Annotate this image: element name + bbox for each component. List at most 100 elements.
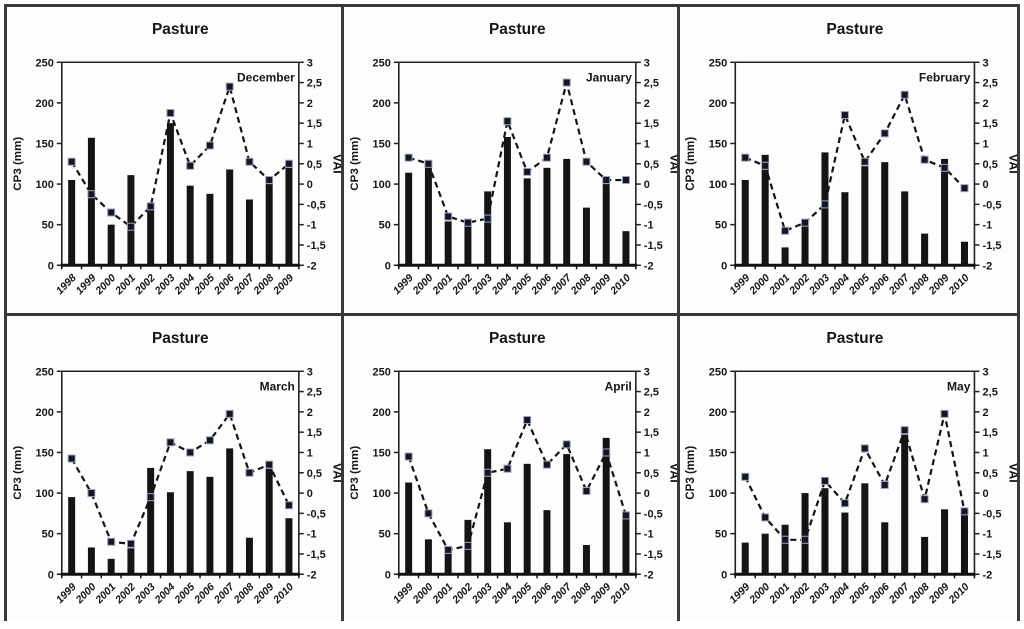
vai-marker [404,452,413,461]
vai-marker [483,214,492,223]
x-axis-year-label: 1999 [54,580,79,605]
x-axis-year-label: 2006 [866,580,892,606]
x-axis-year-label: 2002 [787,272,813,298]
right-axis-tick-label: -1,5 [983,548,1002,560]
x-axis-year-label: 2001 [93,580,119,606]
right-axis-title: VAI [1007,462,1017,482]
right-axis-tick-label: -1 [643,528,653,540]
right-axis-title: VAI [667,154,677,174]
right-axis-tick-label: 0 [983,179,989,191]
cp3-bar [424,538,432,574]
chart-panel-april: Pasture April 0 50 100 150 200 250 3 2,5 2 1,5 1 0,5 0… [343,315,681,621]
cp3-bar [285,517,293,574]
left-axis-tick-label: 50 [42,220,54,232]
left-axis-tick-label: 100 [709,488,727,500]
right-axis-tick-label: -0,5 [983,508,1002,520]
plot-frame [56,370,304,578]
cp3-bar [841,192,849,266]
right-axis-tick-label: 0,5 [643,467,658,479]
cp3-bar [941,508,949,574]
vai-marker [821,476,830,485]
x-axis-year-label: 2004 [489,272,515,298]
vai-marker [861,157,870,166]
left-axis-tick-label: 250 [709,57,727,69]
month-label: December [237,70,295,84]
left-axis-tick-label: 150 [372,138,390,150]
x-axis-year-label: 2002 [132,272,158,298]
right-axis-tick-label: 2 [307,98,313,110]
vai-marker [582,157,591,166]
vai-line [407,78,626,224]
x-axis-year-label: 2003 [469,580,495,606]
x-axis-year-label: 2005 [508,272,534,298]
left-axis-tick-label: 150 [372,447,390,459]
cp3-bar [961,513,969,574]
vai-marker [542,153,551,162]
cp3-bar [186,470,194,574]
vai-marker [443,212,452,221]
vai-marker [107,208,116,217]
vai-marker [126,222,135,231]
x-axis-year-label: 2002 [112,580,138,606]
right-axis-tick-label: -1,5 [307,240,326,252]
left-axis-title: CP3 (mm) [349,137,361,191]
x-axis-year-label: 2005 [847,272,873,298]
cp3-bar [582,207,590,266]
right-axis-tick-label: 2 [643,98,649,110]
x-axis-year-label: 2000 [747,580,773,606]
left-axis-title: CP3 (mm) [12,445,24,499]
x-axis-year-label: 2003 [807,272,833,298]
cp3-bar [901,434,909,574]
cp3-bar [424,166,432,266]
cp3-bar [127,547,135,574]
right-axis-tick-label: 0,5 [307,467,322,479]
cp3-bar [503,136,511,266]
x-axis-year-label: 2010 [270,580,296,606]
right-axis-tick-label: -2 [643,260,653,272]
x-axis-year-label: 2003 [132,580,158,606]
cp3-bar [265,468,273,574]
x-axis-year-label: 2002 [449,272,475,298]
right-axis-tick-label: -1 [983,528,993,540]
vai-marker [186,161,195,170]
cp3-bar [801,224,809,266]
vai-marker [483,468,492,477]
chart-title: Pasture [489,330,546,347]
right-axis-tick-label: 0 [983,488,989,500]
x-axis-year-label: 2008 [251,272,277,298]
vai-marker [265,460,274,469]
right-axis-tick-label: 3 [983,366,989,378]
vai-marker [881,129,890,138]
x-axis-year-label: 2009 [587,580,613,606]
vai-marker [146,202,155,211]
left-axis-tick-label: 200 [36,98,54,110]
cp3-bar [503,521,511,574]
left-axis-tick-label: 100 [372,488,390,500]
right-axis-tick-label: 1,5 [983,427,998,439]
cp3-bar [206,476,214,574]
vai-marker [424,159,433,168]
left-axis-title: CP3 (mm) [685,137,697,191]
vai-marker [920,155,929,164]
cp3-bar [265,184,273,266]
vai-marker [960,506,969,515]
vai-marker [463,541,472,550]
right-axis-title: VAI [331,462,341,482]
chart-svg: Pasture May 0 50 100 150 200 250 3 2,5 2 1,5 1 0,5 0 -0… [685,330,1017,607]
right-axis-tick-label: 1 [307,138,313,150]
cp3-bar [464,226,472,266]
left-axis-tick-label: 0 [721,260,727,272]
x-axis-year-label: 2002 [787,580,813,606]
vai-marker [245,157,254,166]
x-axis-year-label: 2001 [767,272,793,298]
vai-marker [284,159,293,168]
cp3-bars [68,447,293,574]
right-axis-tick-label: 0,5 [983,467,998,479]
right-axis-tick-label: -0,5 [983,199,1002,211]
vai-line [70,411,290,545]
x-axis-year-label: 2006 [866,272,892,298]
month-label: March [260,379,295,393]
left-axis-tick-label: 50 [42,528,54,540]
chart-title: Pasture [827,21,884,38]
cp3-bar [901,191,909,266]
